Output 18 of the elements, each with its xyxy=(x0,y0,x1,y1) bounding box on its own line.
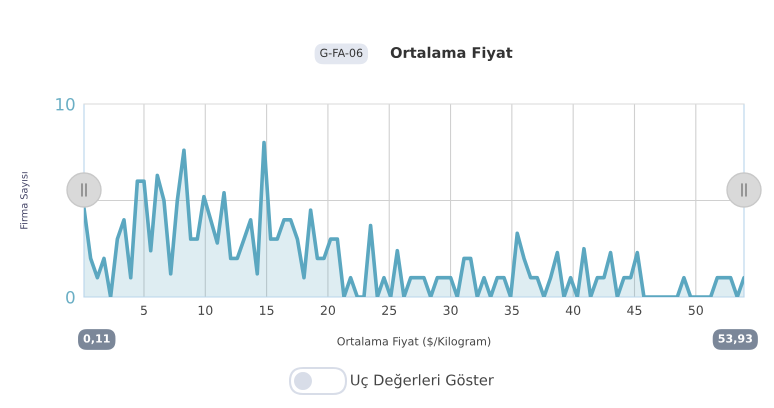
x-tick-label: 5 xyxy=(140,306,147,316)
x-tick-label: 20 xyxy=(320,306,336,316)
x-tick-label: 50 xyxy=(688,306,703,316)
text: 0,11 xyxy=(84,334,110,344)
text: G-FA-06 xyxy=(320,48,362,58)
y-axis-title: Firma Sayısı xyxy=(20,172,30,229)
x-tick-label: 45 xyxy=(627,306,642,316)
x-tick-label: 15 xyxy=(260,306,274,316)
x-axis-title: Ortalama Fiyat ($/Kilogram) xyxy=(337,336,490,348)
x-tick-label: 25 xyxy=(382,306,396,316)
x-tick-label: 35 xyxy=(504,306,519,316)
x-tick-label: 30 xyxy=(444,306,458,316)
x-tick-label: 10 xyxy=(198,306,212,316)
chart-title: Ortalama Fiyat xyxy=(390,46,512,61)
text: Uç Değerleri Göster xyxy=(351,374,494,388)
x-tick-label: 40 xyxy=(566,306,580,316)
y-tick-label: 0 xyxy=(66,290,75,304)
text: 53,93 xyxy=(718,334,752,344)
